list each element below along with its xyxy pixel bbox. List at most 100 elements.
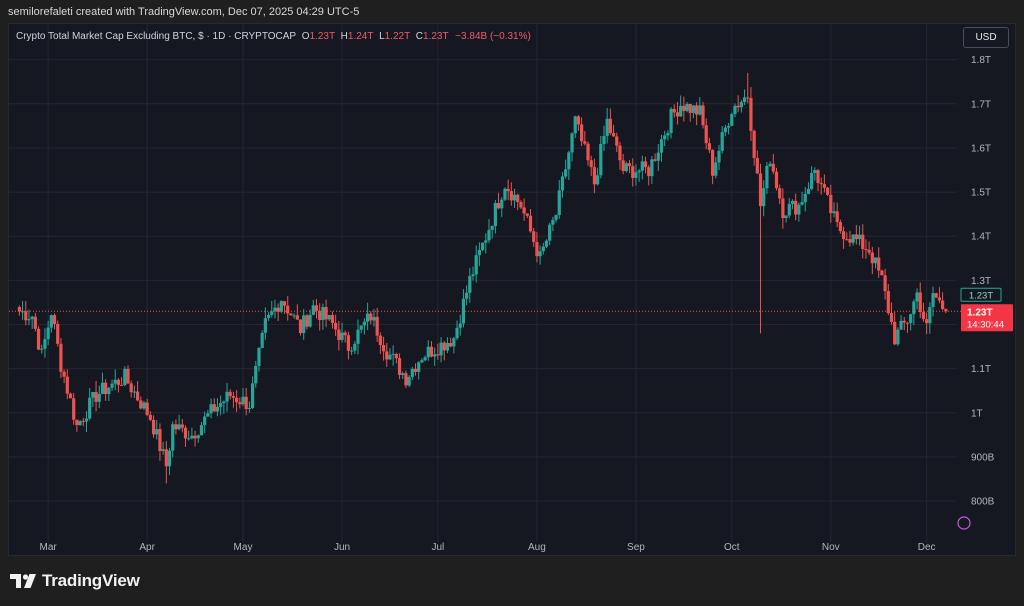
candle-body (503, 188, 507, 200)
candle (730, 112, 734, 127)
candle (637, 169, 641, 182)
candle-body (439, 342, 443, 356)
candle (471, 266, 475, 281)
candle (580, 117, 584, 147)
candle (225, 383, 229, 412)
candle (755, 150, 759, 175)
candle-body (52, 315, 57, 324)
candle (704, 118, 708, 150)
candle (787, 197, 791, 219)
candle-body (548, 224, 552, 241)
candle-body (698, 105, 702, 115)
candle (81, 417, 85, 427)
candle (135, 381, 140, 402)
candle (848, 230, 852, 247)
candle-body (126, 368, 130, 384)
candle (896, 327, 900, 346)
candle (276, 303, 280, 322)
candle-body (231, 396, 236, 398)
candle (52, 313, 57, 330)
candle (599, 135, 603, 179)
candle (867, 241, 871, 256)
candle-body (263, 318, 267, 333)
y-tick-label: 1.7T (971, 99, 991, 110)
candle (905, 322, 910, 333)
candle-body (905, 322, 910, 324)
candle-body (177, 424, 181, 430)
candle (107, 387, 111, 401)
candle (551, 216, 555, 232)
candle-body (829, 194, 833, 214)
y-tick-label: 1.4T (971, 232, 991, 243)
candle-body (695, 105, 699, 115)
chart-panel[interactable]: 800B900B1T1.1T1.2T1.3T1.4T1.5T1.6T1.7T1.… (8, 23, 1016, 556)
y-tick-label: 1T (971, 408, 983, 419)
candle-body (826, 187, 830, 195)
candle (397, 353, 402, 380)
candle (394, 352, 398, 364)
candle-body (573, 116, 577, 134)
candle (215, 398, 220, 417)
candle-body (685, 103, 689, 111)
candle-body (104, 382, 108, 395)
candle (937, 287, 942, 304)
candle-body (270, 311, 274, 315)
candle (656, 144, 660, 171)
candle-body (714, 162, 718, 176)
candle (877, 247, 881, 278)
candle-body (276, 307, 280, 312)
tradingview-brand[interactable]: TradingView (10, 571, 140, 591)
candle (826, 187, 830, 197)
candle-body (350, 350, 354, 352)
candle (691, 105, 696, 119)
candle (20, 301, 25, 320)
candle-body (691, 105, 696, 113)
candle-body (621, 160, 625, 172)
candle-body (324, 307, 328, 320)
x-tick-label: Aug (528, 542, 546, 553)
candle-body (880, 270, 884, 276)
candle-body (889, 313, 894, 322)
candle (794, 193, 798, 221)
candle-body (442, 342, 446, 351)
candle (381, 336, 386, 361)
symbol-name[interactable]: Crypto Total Market Cap Excluding BTC, $… (16, 31, 296, 42)
candle-body (468, 276, 472, 293)
candle (912, 299, 916, 325)
candle-body (739, 102, 743, 108)
candle-body (851, 234, 855, 243)
last-price-tag-box (961, 304, 1013, 332)
candle-body (650, 159, 654, 177)
candle (880, 269, 884, 276)
candle (126, 365, 130, 385)
candlestick-chart[interactable]: 800B900B1T1.1T1.2T1.3T1.4T1.5T1.6T1.7T1.… (9, 24, 1016, 556)
candle-body (228, 391, 232, 397)
candle (490, 225, 494, 239)
candle (806, 182, 811, 195)
candle (120, 377, 124, 386)
candle-body (180, 424, 184, 428)
candle (468, 267, 472, 303)
candle-body (282, 301, 287, 306)
symbol-legend[interactable]: Crypto Total Market Cap Excluding BTC, $… (16, 31, 531, 42)
candle (429, 341, 434, 358)
candle-body (631, 166, 635, 178)
candle (832, 202, 836, 218)
low-label: L (379, 31, 385, 42)
candle (605, 108, 609, 144)
candle-body (813, 170, 817, 173)
candle-body (742, 97, 747, 103)
candle-body (810, 172, 814, 189)
candle (241, 388, 245, 407)
candle (742, 89, 747, 106)
candle-body (480, 242, 485, 251)
candle-body (56, 323, 60, 344)
candle (88, 388, 92, 421)
low-value: 1.22T (384, 31, 411, 42)
candle (308, 309, 312, 328)
candle (148, 411, 152, 421)
currency-button[interactable]: USD (963, 27, 1009, 48)
candle-body (171, 424, 175, 451)
candle-body (611, 133, 616, 137)
candle (864, 239, 868, 259)
